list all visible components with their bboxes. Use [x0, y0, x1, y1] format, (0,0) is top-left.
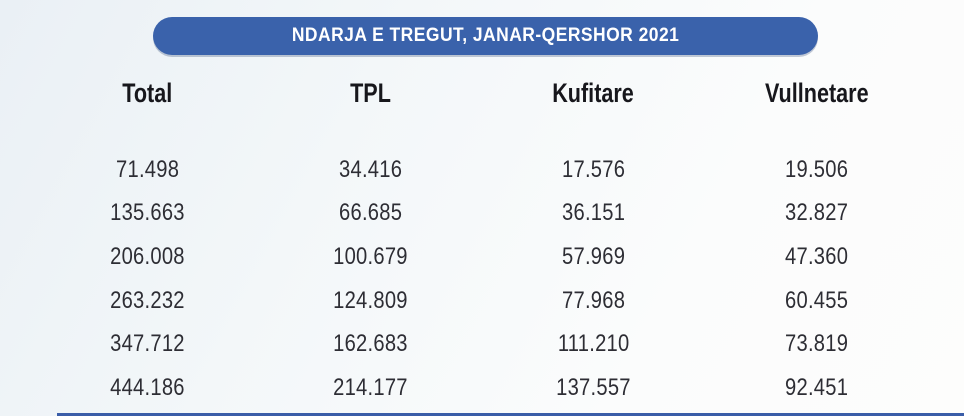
column-header-kufitare-label: Kufitare [552, 78, 635, 108]
table-cell: 137.557 [482, 374, 705, 402]
table-cell: 73.819 [705, 330, 928, 358]
table-cell: 92.451 [705, 374, 928, 402]
column-header-tpl: TPL [259, 78, 482, 109]
table-cell-value: 17.576 [561, 155, 626, 183]
table-cell-value: 47.360 [784, 242, 849, 270]
table-cell-value: 206.008 [110, 242, 185, 270]
table-cell-value: 73.819 [784, 330, 849, 358]
table-header-row: Total TPL Kufitare Vullnetare [36, 78, 928, 109]
table-cell-value: 214.177 [333, 373, 408, 401]
table-cell-value: 57.969 [561, 242, 626, 270]
table-cell: 347.712 [36, 330, 259, 358]
table-cell: 206.008 [36, 243, 259, 271]
column-header-vullnetare-label: Vullnetare [764, 78, 869, 108]
table-cell: 19.506 [705, 156, 928, 184]
table-cell-value: 71.498 [115, 155, 180, 183]
table-title: NDARJA E TREGUT, JANAR-QERSHOR 2021 [291, 25, 680, 46]
table-cell-value: 36.151 [561, 199, 626, 227]
table-cell: 57.969 [482, 243, 705, 271]
column-header-tpl-label: TPL [350, 78, 391, 108]
table-title-pill: NDARJA E TREGUT, JANAR-QERSHOR 2021 [153, 17, 818, 55]
table-cell: 17.576 [482, 156, 705, 184]
table-cell: 77.968 [482, 287, 705, 315]
table-cell-value: 19.506 [784, 155, 849, 183]
table-cell: 263.232 [36, 287, 259, 315]
table-cell: 135.663 [36, 199, 259, 227]
column-header-total-label: Total [122, 78, 173, 108]
table-cell: 36.151 [482, 199, 705, 227]
table-cell-value: 444.186 [110, 373, 185, 401]
table-cell: 32.827 [705, 199, 928, 227]
table-cell: 66.685 [259, 199, 482, 227]
table-cell: 34.416 [259, 156, 482, 184]
bottom-accent-line [57, 413, 964, 416]
column-header-vullnetare: Vullnetare [705, 78, 928, 109]
table-cell-value: 162.683 [333, 330, 408, 358]
table-cell-value: 263.232 [110, 286, 185, 314]
table-cell: 124.809 [259, 287, 482, 315]
table-cell-value: 135.663 [110, 199, 185, 227]
table-cell: 60.455 [705, 287, 928, 315]
table-cell-value: 34.416 [338, 155, 403, 183]
table-cell-value: 32.827 [784, 199, 849, 227]
column-header-total: Total [36, 78, 259, 109]
table-cell-value: 137.557 [556, 373, 631, 401]
table-cell-value: 124.809 [333, 286, 408, 314]
table-cell-value: 92.451 [784, 373, 849, 401]
table-cell: 162.683 [259, 330, 482, 358]
table-cell: 214.177 [259, 374, 482, 402]
table-cell: 111.210 [482, 330, 705, 358]
table-cell-value: 60.455 [784, 286, 849, 314]
table-cell-value: 77.968 [561, 286, 626, 314]
table-body: 71.498 34.416 17.576 19.506 135.663 66.685 36.… [36, 148, 928, 410]
table-cell: 444.186 [36, 374, 259, 402]
table-cell: 71.498 [36, 156, 259, 184]
table-cell: 47.360 [705, 243, 928, 271]
table-cell-value: 347.712 [110, 330, 185, 358]
table-cell: 100.679 [259, 243, 482, 271]
table-cell-value: 66.685 [338, 199, 403, 227]
table-cell-value: 100.679 [333, 242, 408, 270]
column-header-kufitare: Kufitare [482, 78, 705, 109]
table-cell-value: 111.210 [557, 330, 630, 358]
